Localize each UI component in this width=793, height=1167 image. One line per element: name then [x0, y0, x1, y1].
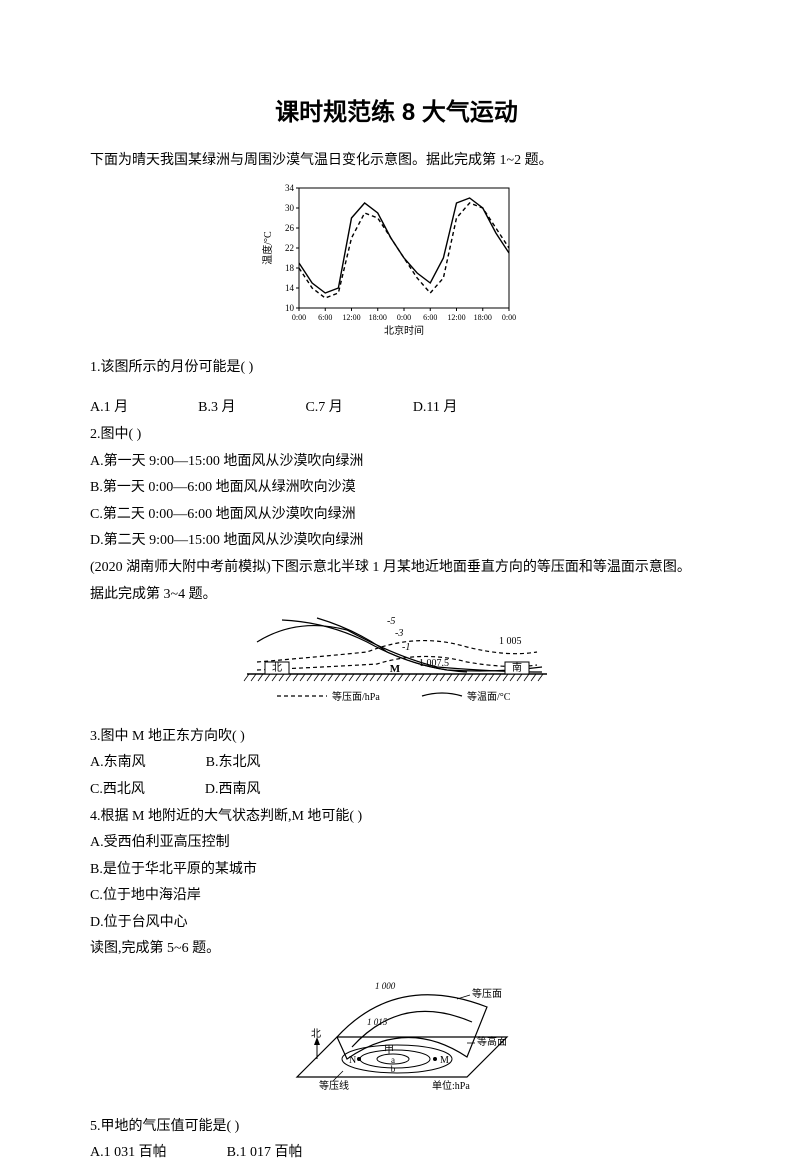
svg-text:10: 10	[285, 303, 295, 313]
svg-text:22: 22	[285, 243, 294, 253]
q3-stem: 3.图中 M 地正东方向吹( )	[90, 724, 703, 751]
svg-text:34: 34	[285, 183, 295, 193]
svg-text:-3: -3	[395, 628, 403, 639]
svg-text:6:00: 6:00	[318, 313, 332, 322]
q5-choice-a: A.1 031 百帕	[90, 1140, 167, 1167]
figure-2: -5-3 -1 1 005 1 007.5 北 南 M 等压面/hPa 等温面/°C	[90, 612, 703, 718]
q4-choice-c: C.位于地中海沿岸	[90, 883, 703, 910]
svg-text:18:00: 18:00	[368, 313, 386, 322]
svg-text:1 005: 1 005	[499, 636, 522, 647]
q5-choice-b: B.1 017 百帕	[227, 1140, 303, 1167]
q3-choice-c: C.西北风	[90, 777, 145, 804]
svg-text:0:00: 0:00	[396, 313, 410, 322]
q3-choice-a: A.东南风	[90, 750, 146, 777]
svg-text:北: 北	[272, 662, 282, 674]
q3-choice-b: B.东北风	[206, 750, 261, 777]
svg-text:18:00: 18:00	[473, 313, 491, 322]
svg-text:甲: 甲	[384, 1045, 394, 1056]
q3-choices-row1: A.东南风 B.东北风	[90, 750, 703, 777]
figure-3: 北NMab甲1 0001 015等压面等高面等压线单位:hPa	[90, 967, 703, 1108]
intro-3: 读图,完成第 5~6 题。	[90, 936, 703, 963]
svg-text:单位:hPa: 单位:hPa	[432, 1079, 470, 1092]
q2-choice-d: D.第二天 9:00—15:00 地面风从沙漠吹向绿洲	[90, 528, 703, 555]
svg-text:1 015: 1 015	[367, 1017, 388, 1027]
q3-choice-d: D.西南风	[205, 777, 261, 804]
q1-choices: A.1 月 B.3 月 C.7 月 D.11 月	[90, 395, 703, 422]
svg-text:1 007.5: 1 007.5	[419, 658, 449, 669]
q4-stem: 4.根据 M 地附近的大气状态判断,M 地可能( )	[90, 804, 703, 831]
svg-text:0:00: 0:00	[501, 313, 515, 322]
svg-text:0:00: 0:00	[291, 313, 305, 322]
svg-text:等高面: 等高面	[477, 1035, 507, 1048]
svg-text:等压面/hPa: 等压面/hPa	[332, 690, 380, 703]
svg-text:等温面/°C: 等温面/°C	[467, 690, 511, 703]
svg-text:北京时间: 北京时间	[384, 324, 424, 337]
q1-stem: 1.该图所示的月份可能是( )	[90, 355, 703, 382]
q2-choice-c: C.第二天 0:00—6:00 地面风从沙漠吹向绿洲	[90, 502, 703, 529]
figure-1: 10 14 18 22 26 30 34 0:00 6:00 12:00 18:00 0:00 6:00…	[90, 178, 703, 349]
q1-choice-b: B.3 月	[198, 395, 235, 422]
q3-choices-row2: C.西北风 D.西南风	[90, 777, 703, 804]
svg-text:12:00: 12:00	[342, 313, 360, 322]
svg-text:18: 18	[285, 263, 295, 273]
q1-choice-c: C.7 月	[305, 395, 342, 422]
intro-1: 下面为晴天我国某绿洲与周围沙漠气温日变化示意图。据此完成第 1~2 题。	[90, 148, 703, 175]
svg-text:1 000: 1 000	[375, 981, 396, 991]
q1-choice-a: A.1 月	[90, 395, 128, 422]
page-title: 课时规范练 8 大气运动	[90, 90, 703, 136]
intro-2a: (2020 湖南师大附中考前模拟)下图示意北半球 1 月某地近地面垂直方向的等压…	[90, 555, 703, 582]
svg-text:6:00: 6:00	[423, 313, 437, 322]
q4-choice-d: D.位于台风中心	[90, 910, 703, 937]
svg-text:北: 北	[311, 1028, 321, 1040]
intro-2b: 据此完成第 3~4 题。	[90, 582, 703, 609]
svg-text:26: 26	[285, 223, 295, 233]
svg-text:-1: -1	[402, 642, 410, 653]
q4-choice-b: B.是位于华北平原的某城市	[90, 857, 703, 884]
svg-text:M: M	[389, 663, 400, 675]
q1-choice-d: D.11 月	[413, 395, 458, 422]
svg-text:M: M	[440, 1055, 449, 1066]
q4-choice-a: A.受西伯利亚高压控制	[90, 830, 703, 857]
svg-text:N: N	[349, 1055, 356, 1066]
svg-text:-5: -5	[387, 616, 395, 627]
svg-text:等压面: 等压面	[472, 987, 502, 1000]
q2-choice-b: B.第一天 0:00—6:00 地面风从绿洲吹向沙漠	[90, 475, 703, 502]
svg-text:等压线: 等压线	[319, 1079, 349, 1092]
svg-text:b: b	[390, 1064, 395, 1074]
svg-text:12:00: 12:00	[447, 313, 465, 322]
svg-text:温度/°C: 温度/°C	[261, 231, 274, 265]
svg-text:14: 14	[285, 283, 295, 293]
q5-stem: 5.甲地的气压值可能是( )	[90, 1114, 703, 1141]
q5-choices: A.1 031 百帕 B.1 017 百帕	[90, 1140, 703, 1167]
q2-stem: 2.图中( )	[90, 422, 703, 449]
svg-text:30: 30	[285, 203, 295, 213]
q2-choice-a: A.第一天 9:00—15:00 地面风从沙漠吹向绿洲	[90, 449, 703, 476]
svg-text:南: 南	[512, 661, 522, 674]
